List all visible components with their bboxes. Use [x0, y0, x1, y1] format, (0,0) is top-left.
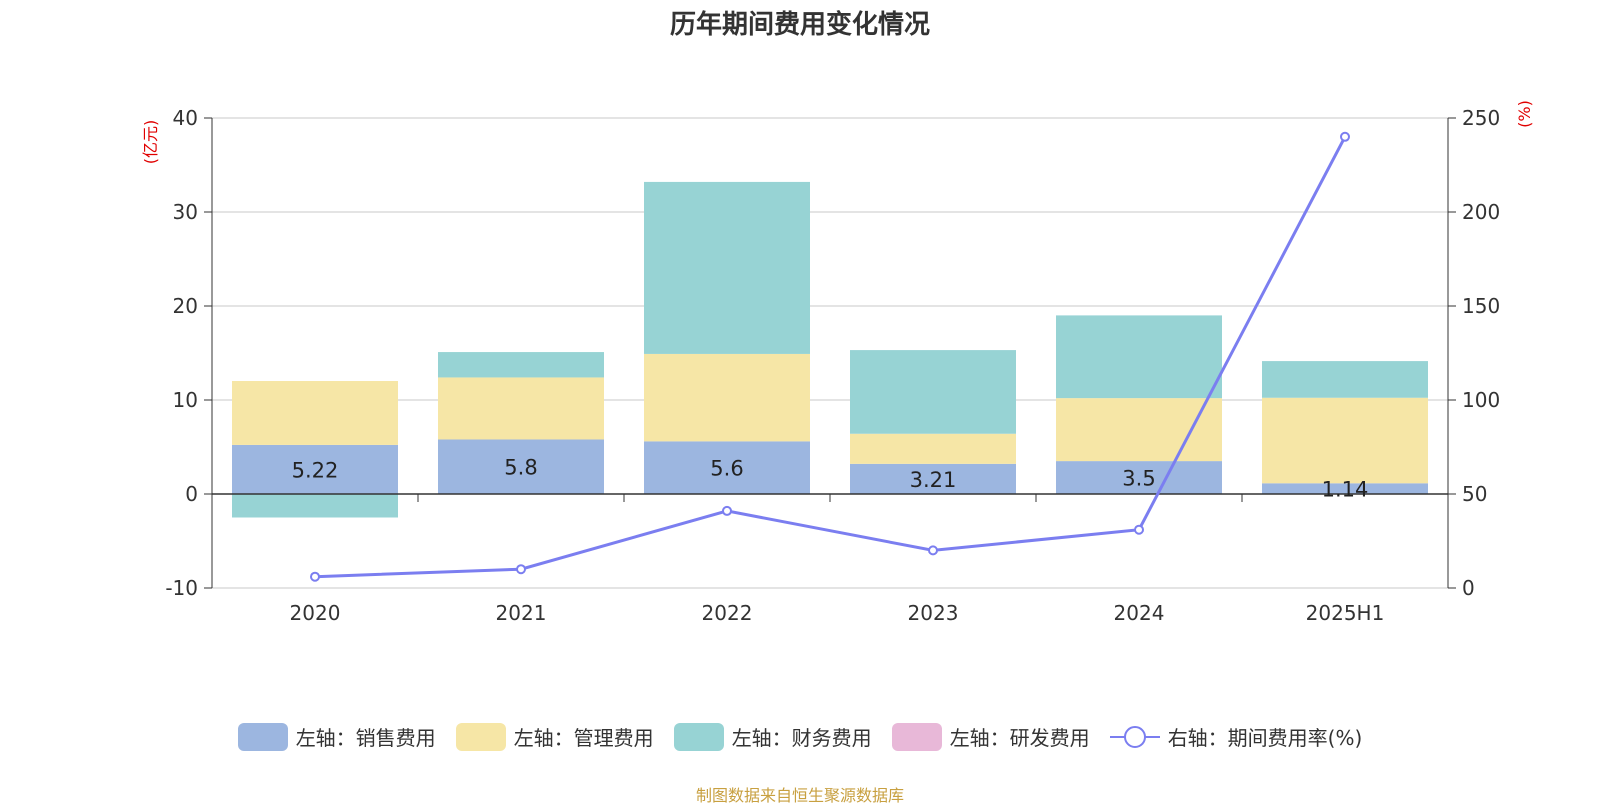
legend-swatch-rate-icon [1109, 725, 1160, 748]
bar-sales [232, 444, 398, 494]
right-axis-tick-label: 0 [1462, 576, 1475, 600]
bar-finance [1056, 315, 1222, 399]
data-label-sales: 5.6 [710, 457, 743, 481]
category-label: 2022 [702, 601, 753, 625]
category-label: 2020 [290, 601, 341, 625]
rate-line [314, 136, 1347, 579]
legend-item-sales[interactable]: 左轴：销售费用 [237, 722, 436, 751]
bar-finance [438, 352, 604, 378]
left-axis-unit: (亿元) [141, 120, 160, 165]
bar-finance [232, 494, 398, 518]
category-label: 2025H1 [1306, 601, 1385, 625]
legend-item-finance[interactable]: 左轴：财务费用 [673, 722, 872, 751]
data-label-sales: 5.8 [504, 456, 537, 480]
legend-label-admin: 左轴：管理费用 [513, 726, 654, 750]
bar-admin [1056, 398, 1222, 462]
rate-point [928, 545, 938, 556]
right-axis-tick-label: 200 [1462, 200, 1500, 224]
bar-admin [850, 433, 1016, 464]
legend-swatch-rnd [891, 722, 942, 751]
legend-swatch-admin [455, 722, 506, 751]
bar-sales [644, 441, 810, 494]
legend-swatch-sales [237, 722, 288, 751]
legend-item-rate[interactable]: 右轴：期间费用率(%) [1109, 722, 1363, 751]
legend-label-finance: 左轴：财务费用 [731, 726, 872, 750]
legend-label-rnd: 左轴：研发费用 [949, 726, 1090, 750]
bar-admin [438, 377, 604, 440]
left-axis-tick-label: 30 [173, 200, 198, 224]
category-label: 2021 [496, 601, 547, 625]
bar-admin [232, 381, 398, 445]
data-label-sales: 3.21 [910, 468, 957, 492]
legend-item-rnd[interactable]: 左轴：研发费用 [891, 722, 1090, 751]
left-axis-tick-label: 0 [185, 482, 198, 506]
category-label: 2024 [1114, 601, 1165, 625]
left-axis-tick-label: 10 [173, 388, 198, 412]
right-axis-tick-label: 50 [1462, 482, 1487, 506]
legend: 左轴：销售费用 左轴：管理费用 左轴：财务费用 左轴：研发费用 右轴：期间费用率… [0, 722, 1600, 751]
legend-item-admin[interactable]: 左轴：管理费用 [455, 722, 654, 751]
bar-sales [438, 439, 604, 494]
bar-admin [1262, 397, 1428, 484]
right-axis-tick-label: 250 [1462, 106, 1500, 130]
right-axis-tick-label: 150 [1462, 294, 1500, 318]
category-label: 2023 [908, 601, 959, 625]
chart-title: 历年期间费用变化情况 [669, 10, 930, 40]
bar-finance [1262, 361, 1428, 398]
rate-point [310, 571, 320, 582]
legend-swatch-finance [673, 722, 724, 751]
bar-sales [1056, 461, 1222, 494]
bar-sales [1262, 483, 1428, 494]
bar-finance [850, 350, 1016, 434]
rate-point [1134, 524, 1144, 535]
rate-point [1340, 131, 1350, 142]
chart-canvas: -10 0 10 20 30 40 0 50 100 150 200 250 2020 2021 2022 2… [141, 100, 1534, 625]
legend-label-rate: 右轴：期间费用率(%) [1167, 726, 1363, 750]
left-axis-tick-label: 20 [173, 294, 198, 318]
right-axis-unit: (%) [1515, 100, 1534, 128]
bar-finance [644, 181, 810, 354]
data-label-sales: 1.14 [1322, 478, 1369, 502]
data-label-sales: 5.22 [292, 458, 339, 482]
legend-label-sales: 左轴：销售费用 [295, 726, 436, 750]
bar-sales [850, 463, 1016, 494]
right-axis-tick-label: 100 [1462, 388, 1500, 412]
data-source-note: 制图数据来自恒生聚源数据库 [695, 786, 904, 805]
rate-point [722, 505, 732, 516]
data-label-sales: 3.5 [1122, 467, 1155, 491]
left-axis-tick-label: -10 [165, 576, 198, 600]
rate-point [516, 564, 526, 575]
left-axis-tick-label: 40 [173, 106, 198, 130]
bar-admin [644, 353, 810, 442]
